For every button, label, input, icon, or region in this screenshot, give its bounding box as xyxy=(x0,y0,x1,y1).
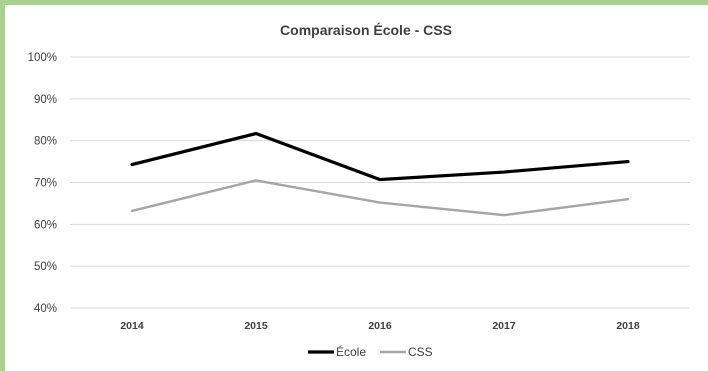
y-tick-label: 70% xyxy=(34,178,57,190)
legend: École CSS xyxy=(308,344,433,359)
data-point xyxy=(627,160,629,163)
y-axis-ticks: 100% 90% 80% 70% 60% 50% 40% xyxy=(28,52,57,315)
legend-label: CSS xyxy=(408,345,433,359)
y-tick-label: 100% xyxy=(28,52,57,64)
chart-title: Comparaison École - CSS xyxy=(280,22,452,38)
data-point xyxy=(379,201,381,204)
x-tick-label: 2016 xyxy=(368,320,392,332)
y-tick-label: 40% xyxy=(34,303,57,315)
series-lines xyxy=(130,131,630,217)
data-point xyxy=(255,179,257,182)
y-tick-label: 90% xyxy=(34,94,57,106)
y-tick-label: 80% xyxy=(34,136,57,148)
x-tick-label: 2017 xyxy=(492,320,516,332)
series-line-css xyxy=(130,179,630,217)
data-point xyxy=(255,132,257,135)
x-tick-label: 2014 xyxy=(120,320,144,332)
data-point xyxy=(131,210,133,212)
y-tick-label: 50% xyxy=(34,261,57,273)
data-point xyxy=(131,163,133,166)
data-point xyxy=(503,214,505,216)
gridlines xyxy=(70,56,690,309)
y-tick-label: 60% xyxy=(34,219,57,231)
data-point xyxy=(627,198,629,201)
x-tick-label: 2018 xyxy=(616,320,640,332)
legend-label: École xyxy=(336,344,366,359)
x-tick-label: 2015 xyxy=(244,320,268,332)
data-point xyxy=(503,171,505,173)
data-point xyxy=(379,178,381,181)
x-axis-ticks: 2014 2015 2016 2017 2018 xyxy=(120,320,640,332)
